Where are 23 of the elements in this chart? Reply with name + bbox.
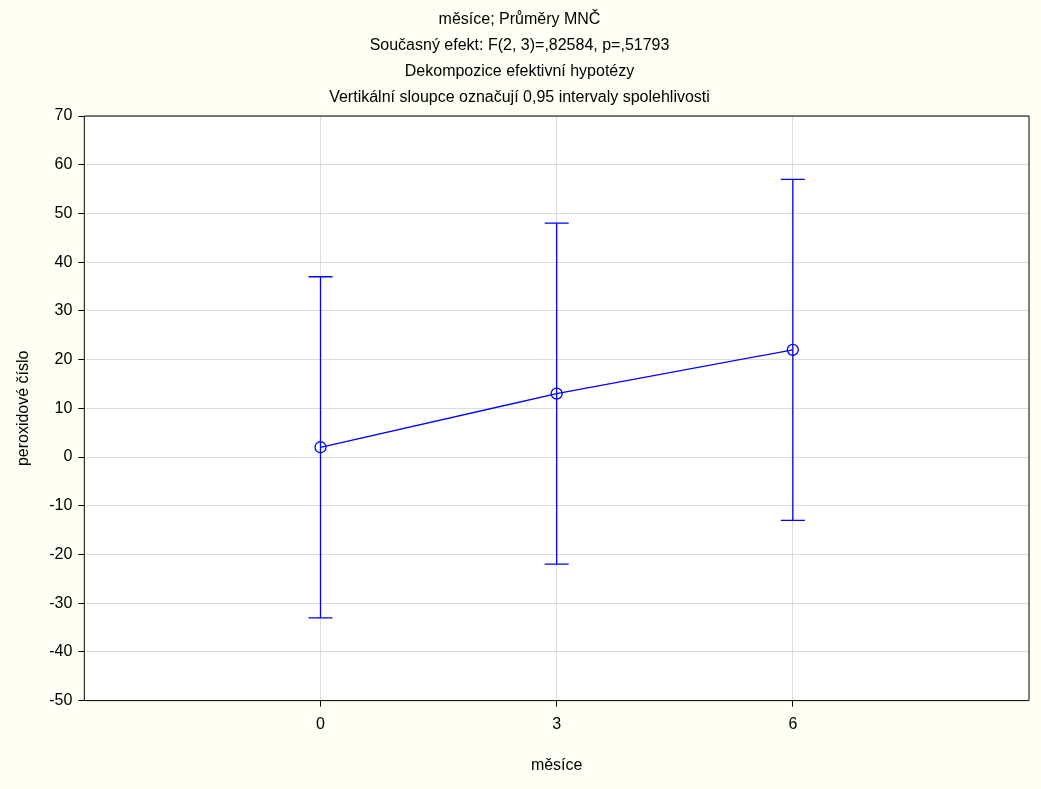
- y-axis-title: peroxidové číslo: [14, 350, 32, 467]
- y-tick-label: -40: [49, 642, 73, 660]
- y-tick-label: -20: [49, 544, 73, 562]
- x-tick-label: 0: [316, 714, 326, 732]
- y-tick-label: 0: [63, 447, 73, 465]
- y-tick-label: -30: [49, 593, 73, 611]
- y-tick-label: 60: [54, 155, 73, 173]
- point: [550, 387, 563, 400]
- chart-title: měsíce; Průměry MNČ: [438, 9, 601, 28]
- y-tick-label: 50: [54, 203, 73, 221]
- y-tick-label: 30: [54, 301, 73, 319]
- y-tick-label: 10: [54, 398, 73, 416]
- y-tick-label: 20: [54, 349, 73, 367]
- y-tick-label: -10: [49, 496, 73, 514]
- chart-subtitle: Současný efekt: F(2, 3)=,82584, p=,51793 Dekompozice efektivní hypotézy Vertikální sloupce označují 0,95 intervaly spolehlivosti: [329, 36, 710, 105]
- point: [786, 343, 799, 356]
- x-tick-label: 6: [788, 714, 798, 732]
- x-axis-title: měsíce: [530, 755, 583, 773]
- y-tick-label: -50: [49, 691, 73, 709]
- y-tick-label: 70: [54, 106, 73, 124]
- y-tick-label: 40: [54, 252, 73, 270]
- point: [314, 441, 327, 454]
- x-tick-label: 3: [552, 714, 562, 732]
